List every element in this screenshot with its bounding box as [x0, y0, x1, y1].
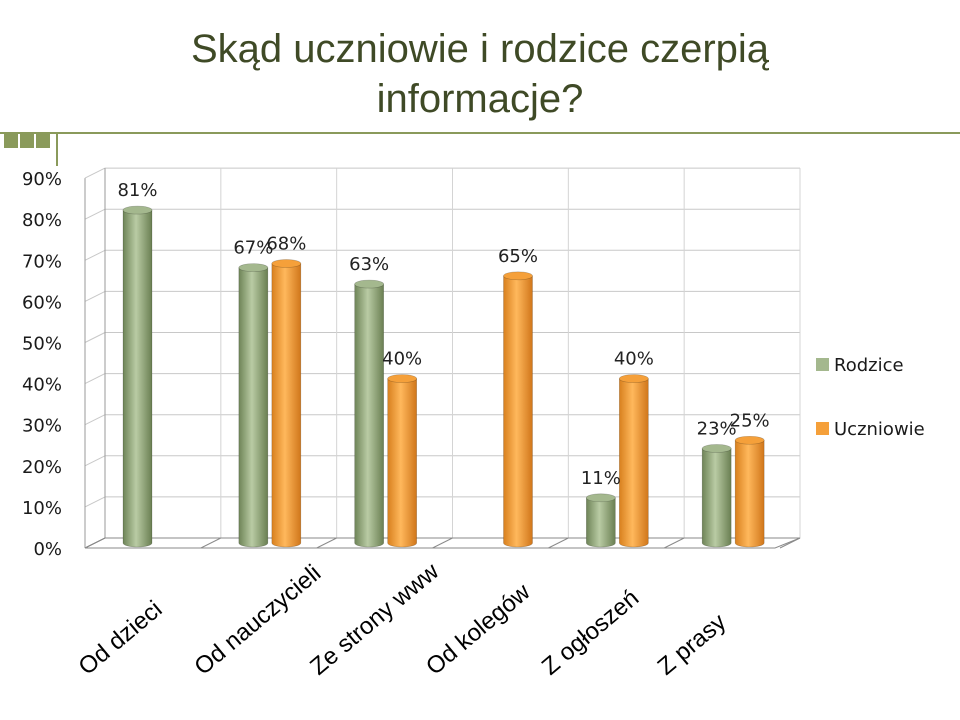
accent-line — [0, 132, 960, 134]
gridline-side — [84, 496, 106, 508]
bar — [387, 374, 417, 548]
gridline-side — [84, 373, 106, 385]
data-label: 68% — [266, 234, 306, 255]
accent-vline — [56, 134, 58, 166]
accent-square-3 — [36, 134, 50, 148]
bar-body — [271, 263, 302, 548]
bar-top — [238, 263, 269, 272]
gridline-side — [84, 332, 106, 343]
data-label: 65% — [498, 246, 538, 267]
data-label: 23% — [697, 418, 737, 439]
y-tick-label: 40% — [22, 375, 62, 396]
floor-divider — [84, 537, 106, 549]
chart-title: Skąd uczniowie i rodzice czerpią informa… — [190, 27, 770, 121]
bar-body — [354, 283, 384, 548]
bar-body — [734, 439, 765, 548]
bar-top — [586, 493, 616, 503]
bar-top — [354, 279, 384, 289]
x-tick-label: Od dzieci — [74, 596, 168, 681]
legend-label: Uczniowie — [834, 419, 925, 440]
floor-divider — [200, 537, 222, 549]
bar — [354, 279, 384, 548]
bar-body — [619, 378, 649, 548]
bar-top — [271, 259, 302, 268]
y-tick-label: 10% — [22, 498, 62, 519]
data-label: 11% — [581, 468, 621, 489]
data-label: 25% — [730, 410, 770, 431]
floor-divider — [432, 537, 453, 549]
bar — [586, 493, 616, 548]
floor-divider — [548, 537, 569, 549]
bar-top — [503, 271, 533, 281]
bar — [734, 435, 765, 548]
y-tick-label: 30% — [22, 416, 62, 437]
bar-top — [122, 205, 153, 215]
bar-body — [701, 448, 732, 548]
data-label: 63% — [349, 254, 389, 275]
bar — [122, 205, 153, 548]
y-tick-label: 90% — [22, 169, 62, 190]
legend-swatch — [816, 422, 829, 435]
gridline-side — [84, 414, 106, 426]
bar-top — [387, 374, 417, 383]
y-tick-label: 60% — [22, 292, 62, 313]
gridline-side — [84, 167, 106, 179]
bar — [701, 444, 732, 548]
bar-body — [503, 275, 533, 548]
x-tick-label: Od kolegów — [421, 578, 536, 681]
bar-top — [619, 374, 649, 383]
data-label: 40% — [382, 349, 422, 370]
y-tick-label: 50% — [22, 334, 62, 355]
floor-divider — [779, 537, 801, 549]
y-tick-label: 0% — [33, 539, 62, 560]
gridline-side — [84, 290, 106, 302]
bar-body — [238, 267, 269, 548]
legend-item: Uczniowie — [816, 419, 925, 440]
x-tick-label: Od nauczycieli — [189, 560, 326, 681]
bar-body — [122, 209, 153, 548]
data-label: 40% — [614, 349, 654, 370]
bar — [503, 271, 533, 548]
gridline-side — [84, 249, 106, 261]
y-tick-label: 80% — [22, 210, 62, 231]
x-tick-label: Z prasy — [653, 608, 732, 680]
x-tick-label: Z ogłoszeń — [537, 584, 644, 680]
y-tick-label: 20% — [22, 457, 62, 478]
legend-swatch — [816, 358, 829, 371]
bar-top — [734, 435, 765, 445]
gridline-side — [84, 455, 106, 467]
gridline-side — [84, 208, 106, 220]
bar-top — [701, 444, 732, 453]
data-label: 67% — [233, 238, 273, 259]
accent-square-1 — [4, 134, 18, 148]
legend-item: Rodzice — [816, 355, 904, 376]
floor-divider — [663, 537, 685, 549]
bar — [619, 374, 649, 548]
legend-label: Rodzice — [834, 355, 904, 376]
bar-body — [586, 497, 616, 548]
bar — [238, 263, 269, 548]
data-label: 81% — [117, 180, 157, 201]
accent-square-2 — [20, 134, 34, 148]
bar — [271, 259, 302, 548]
bar-body — [387, 378, 417, 548]
y-tick-label: 70% — [22, 251, 62, 272]
floor-divider — [316, 537, 337, 549]
